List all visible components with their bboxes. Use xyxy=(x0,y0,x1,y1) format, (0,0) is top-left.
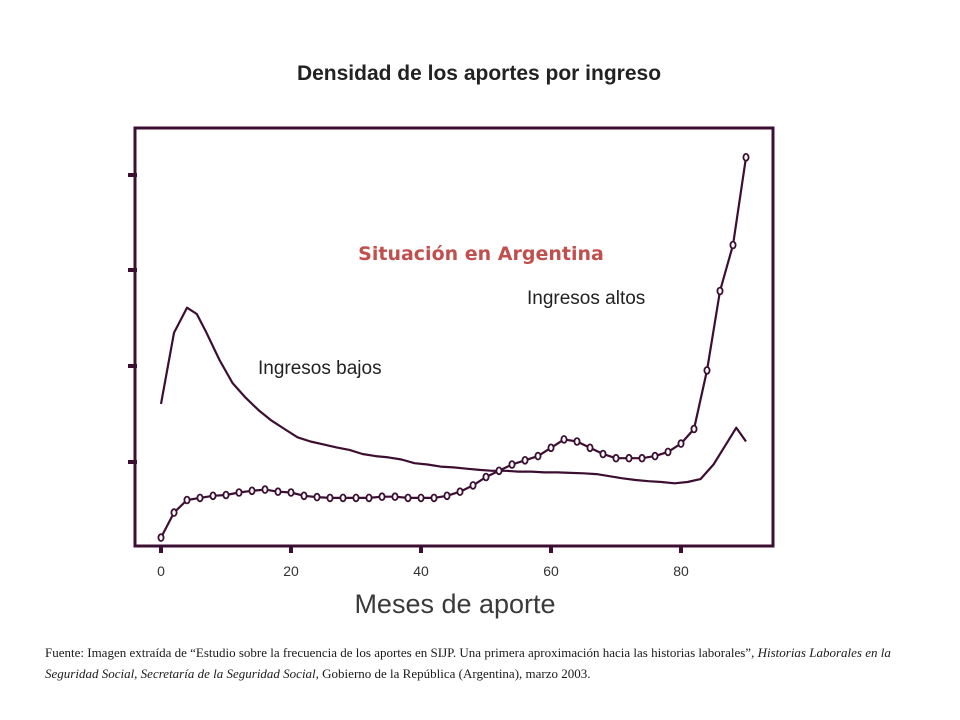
data-point xyxy=(456,487,464,497)
x-axis-ticks: 0 20 40 60 80 xyxy=(157,545,689,579)
data-point xyxy=(352,493,360,503)
data-point xyxy=(287,488,295,497)
data-point xyxy=(729,240,737,250)
data-point xyxy=(183,495,191,505)
data-point xyxy=(690,424,698,434)
data-point xyxy=(170,508,178,517)
x-tick-label: 20 xyxy=(283,563,299,579)
data-point xyxy=(300,491,308,501)
data-point xyxy=(612,453,620,463)
data-point xyxy=(261,485,269,494)
chart-title: Densidad de los aportes por ingreso xyxy=(0,62,960,86)
data-point xyxy=(443,491,451,501)
series-line-ingresos-altos xyxy=(160,157,748,539)
chart-title-text: Densidad de los aportes por ingreso xyxy=(296,62,662,85)
data-point xyxy=(157,533,165,542)
data-point xyxy=(326,493,334,503)
data-point xyxy=(274,487,282,497)
data-point xyxy=(651,451,659,461)
data-point xyxy=(547,443,555,453)
x-tick-label: 40 xyxy=(413,563,429,579)
data-point xyxy=(664,447,672,457)
plot-frame xyxy=(133,126,775,548)
data-point xyxy=(209,491,217,501)
data-point xyxy=(482,472,490,482)
data-point xyxy=(196,493,204,503)
data-point xyxy=(235,488,243,497)
x-tick-label: 60 xyxy=(543,563,559,579)
data-point xyxy=(339,493,347,503)
data-point xyxy=(534,451,542,461)
data-point xyxy=(430,493,438,503)
data-point xyxy=(716,286,724,296)
annotation-ingresos-bajos: Ingresos bajos xyxy=(258,358,382,379)
data-point xyxy=(703,366,711,375)
data-point xyxy=(677,439,685,448)
x-tick-label: 0 xyxy=(157,563,165,579)
data-point xyxy=(313,492,321,502)
source-italic: Historias Laborales en la Seguridad Soci… xyxy=(45,645,891,681)
data-point xyxy=(521,455,529,465)
series-layer xyxy=(157,153,750,542)
data-point xyxy=(638,453,646,463)
chart-subtitle: Situación en Argentina xyxy=(358,243,604,265)
data-point xyxy=(404,493,412,503)
data-point xyxy=(391,492,399,502)
annotation-ingresos-altos: Ingresos altos xyxy=(527,288,645,309)
data-point xyxy=(586,443,594,453)
data-point xyxy=(560,435,568,444)
x-axis-label: Meses de aporte xyxy=(354,589,555,619)
x-tick-label: 80 xyxy=(673,563,689,579)
data-point xyxy=(417,493,425,503)
data-point xyxy=(495,466,503,476)
data-point xyxy=(573,437,581,446)
data-point xyxy=(742,153,750,162)
series-ingresos-bajos xyxy=(159,306,747,485)
data-point xyxy=(508,460,516,469)
source-suffix: , Gobierno de la República (Argentina), … xyxy=(315,666,591,681)
series-line-ingresos-bajos xyxy=(159,306,747,485)
y-axis-ticks xyxy=(128,173,137,464)
source-note: Fuente: Imagen extraída de “Estudio sobr… xyxy=(45,642,895,684)
data-point xyxy=(469,481,477,490)
source-prefix: Fuente: Imagen extraída de “Estudio sobr… xyxy=(45,645,758,660)
data-point xyxy=(248,486,256,496)
series-ingresos-altos xyxy=(157,153,750,542)
data-point xyxy=(378,492,386,502)
data-point xyxy=(625,453,633,463)
data-point xyxy=(365,493,373,503)
data-point xyxy=(599,449,607,459)
data-point xyxy=(222,490,230,500)
